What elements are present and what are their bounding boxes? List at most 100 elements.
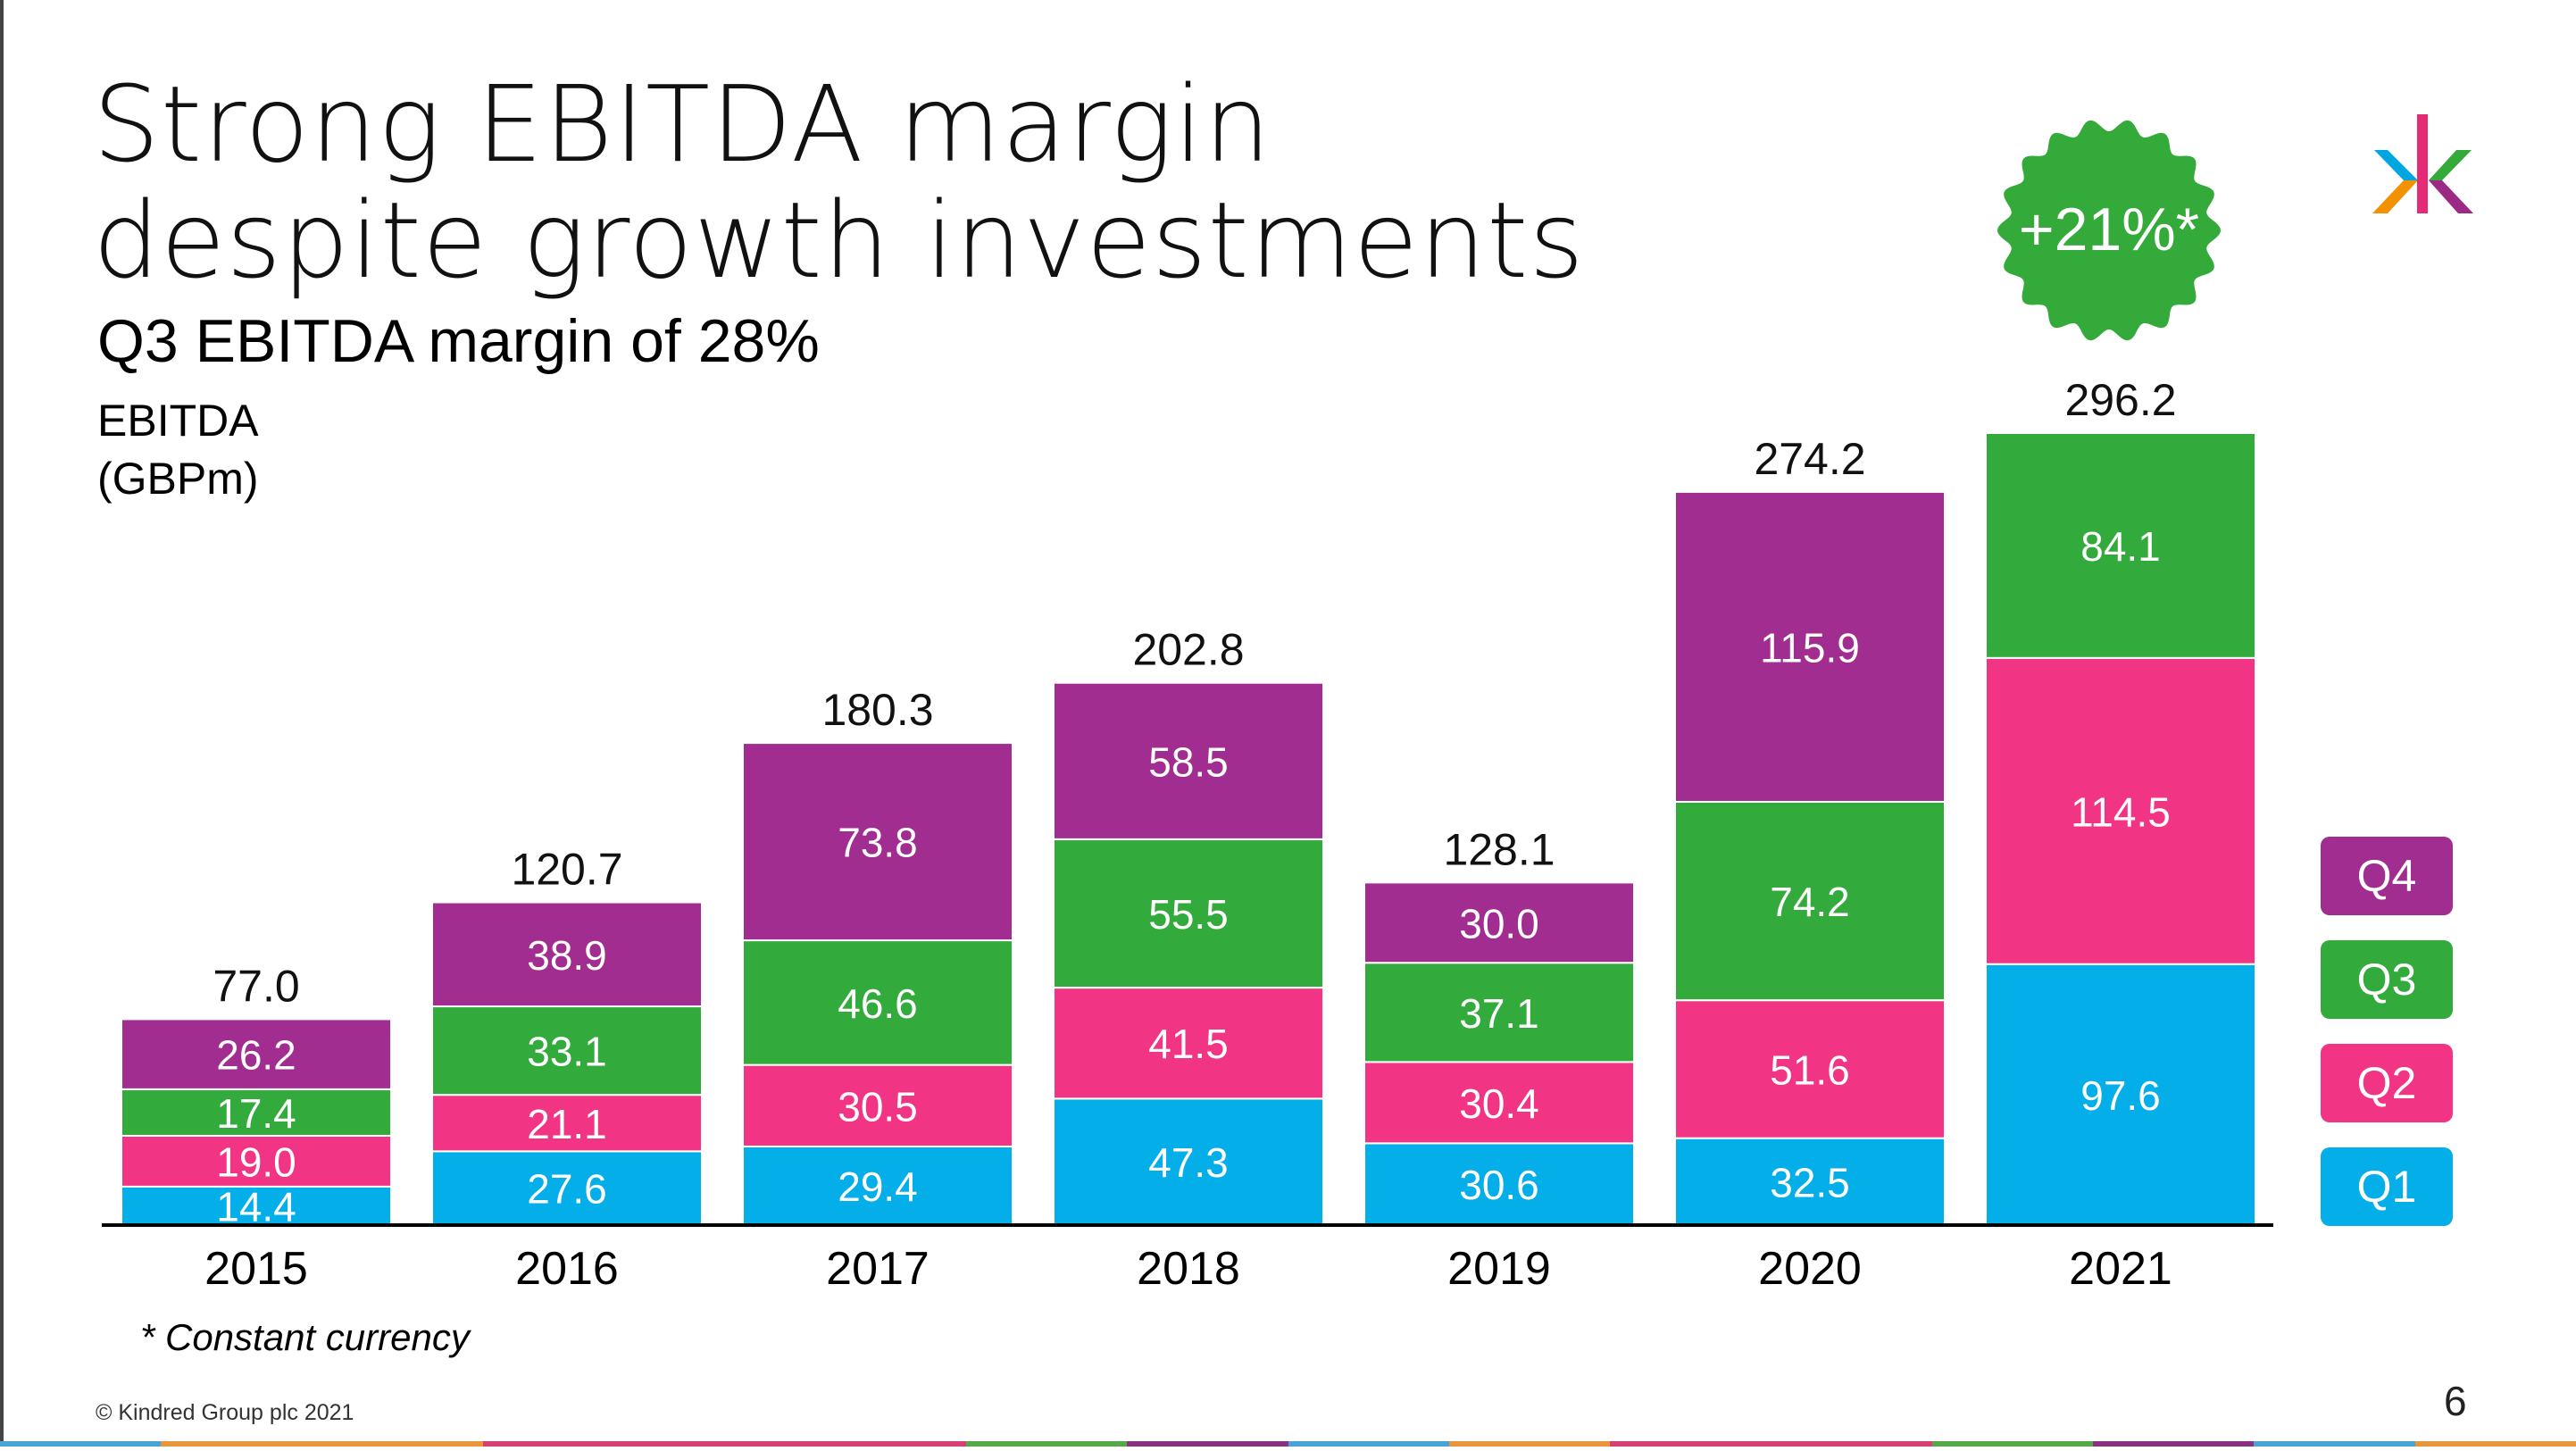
subtitle: Q3 EBITDA margin of 28% (97, 307, 820, 375)
copyright: © Kindred Group plc 2021 (96, 1400, 354, 1425)
data-label: 114.5 (2071, 788, 2171, 835)
bar-segment-q1-2019 (1363, 1142, 1635, 1226)
data-label: 33.1 (527, 1029, 607, 1075)
bar-segment-q1-2018 (1053, 1097, 1324, 1226)
bar-segment-q2-2021 (1985, 656, 2256, 965)
stripe-segment (965, 1441, 1128, 1447)
data-label: 26.2 (216, 1032, 296, 1079)
data-label: 21.1 (527, 1101, 607, 1147)
bar-segment-q4-2018 (1053, 681, 1324, 840)
data-label: 84.1 (2080, 523, 2161, 570)
stripe-segment (0, 1441, 162, 1447)
bar-segment-q4-2019 (1363, 881, 1635, 964)
bar-segment-q2-2016 (431, 1094, 703, 1153)
x-tick-label: 2021 (2069, 1243, 2172, 1295)
footnote: * Constant currency (140, 1316, 472, 1358)
legend-label: Q4 (2357, 851, 2417, 901)
data-label: 51.6 (1770, 1047, 1850, 1093)
data-label: 55.5 (1148, 891, 1229, 938)
stripe-segment (2414, 1441, 2576, 1447)
data-label: 17.4 (216, 1090, 296, 1137)
bar-segment-q3-2021 (1985, 432, 2256, 659)
legend-swatch-q2 (2321, 1044, 2453, 1122)
stripe-segment (1610, 1441, 1772, 1447)
legend-swatch-q3 (2321, 940, 2453, 1019)
data-label: 30.0 (1459, 900, 1539, 946)
total-label: 202.8 (1132, 625, 1244, 675)
bar-segment-q2-2015 (121, 1134, 392, 1188)
data-label: 37.1 (1459, 990, 1539, 1037)
bar-segment-q1-2017 (742, 1145, 1013, 1227)
data-label: 46.6 (838, 980, 918, 1027)
growth-badge: +21%* (1997, 120, 2221, 341)
total-label: 128.1 (1443, 824, 1555, 874)
data-label: 19.0 (216, 1138, 296, 1185)
x-tick-label: 2020 (1758, 1243, 1862, 1295)
stripe-segment (2254, 1441, 2415, 1447)
bottom-color-stripe (0, 1441, 2576, 1447)
stripe-segment (1127, 1441, 1288, 1447)
data-label: 73.8 (838, 820, 918, 866)
title-line-2: despite growth investments (93, 179, 1585, 302)
kindred-logo (2372, 114, 2473, 213)
total-label: 77.0 (213, 961, 299, 1011)
data-label: 97.6 (2080, 1072, 2161, 1119)
stripe-segment (2093, 1441, 2255, 1447)
bar-segment-q4-2016 (431, 901, 703, 1008)
bar-segment-q2-2019 (1363, 1061, 1635, 1145)
title-line-1: Strong EBITDA margin (93, 63, 1271, 186)
bar-segment-q3-2015 (121, 1088, 392, 1137)
bar-segment-q4-2020 (1674, 490, 1946, 803)
badge-shape (1997, 120, 2221, 341)
stripe-segment (482, 1441, 645, 1447)
bar-segment-q1-2021 (1985, 963, 2256, 1226)
legend: Q4 Q3 Q2 Q1 (2321, 837, 2453, 1226)
page-number: 6 (2444, 1378, 2467, 1424)
data-label: 38.9 (527, 932, 607, 979)
data-label: 30.5 (838, 1083, 918, 1130)
x-tick-label: 2018 (1137, 1243, 1240, 1295)
legend-label: Q2 (2357, 1058, 2417, 1108)
total-label: 296.2 (2064, 375, 2176, 425)
stripe-segment (1771, 1441, 1932, 1447)
bar-segment-q2-2017 (742, 1063, 1013, 1147)
bar-segment-q3-2016 (431, 1005, 703, 1097)
bar-segment-q2-2018 (1053, 987, 1324, 1100)
x-tick-label: 2015 (204, 1243, 308, 1295)
bar-segment-q3-2020 (1674, 800, 1946, 1002)
data-label: 32.5 (1770, 1159, 1850, 1205)
x-tick-label: 2017 (826, 1243, 930, 1295)
bar-segment-q1-2020 (1674, 1137, 1946, 1226)
data-label: 58.5 (1148, 738, 1229, 785)
bar-segment-q3-2018 (1053, 838, 1324, 989)
data-label: 29.4 (838, 1163, 918, 1210)
data-label: 14.4 (216, 1183, 296, 1230)
bar-segment-q4-2015 (121, 1018, 392, 1090)
stripe-segment (321, 1441, 483, 1447)
stripe-segment (1931, 1441, 2094, 1447)
x-tick-label: 2019 (1447, 1243, 1551, 1295)
stripe-segment (1448, 1441, 1611, 1447)
legend-swatch-q4 (2321, 837, 2453, 915)
data-label: 30.6 (1459, 1162, 1539, 1208)
stripe-segment (161, 1441, 322, 1447)
unit-label-1: EBITDA (97, 396, 259, 446)
bar-segment-q4-2017 (742, 742, 1013, 942)
data-label: 74.2 (1770, 879, 1850, 925)
total-label: 180.3 (821, 685, 933, 735)
data-label: 27.6 (527, 1166, 607, 1213)
legend-label: Q3 (2357, 955, 2417, 1005)
ebitda-stacked-bar-chart: 14.419.017.4 26.2 77.0 2015 27.6 21.1 33.1 38.9… (121, 375, 2256, 1295)
data-label: 30.4 (1459, 1080, 1539, 1127)
total-label: 274.2 (1754, 434, 1865, 484)
data-label: 41.5 (1148, 1021, 1229, 1067)
bar-segment-q2-2020 (1674, 999, 1946, 1139)
data-label: 115.9 (1760, 624, 1860, 671)
stripe-segment (1288, 1441, 1449, 1447)
x-tick-label: 2016 (515, 1243, 619, 1295)
stripe-segment (644, 1441, 805, 1447)
stripe-segment (804, 1441, 966, 1447)
total-label: 120.7 (511, 845, 622, 895)
legend-label: Q1 (2357, 1162, 2417, 1212)
